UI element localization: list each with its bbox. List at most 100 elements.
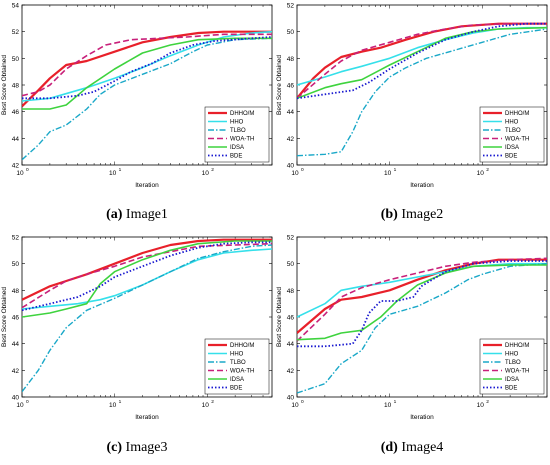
legend-label: DHHO/M — [505, 343, 529, 349]
series-group — [297, 257, 547, 394]
caption-b-letter: (b) — [380, 207, 398, 222]
y-tick-label: 42 — [12, 163, 20, 170]
series-line-idsa — [22, 240, 272, 318]
y-tick-label: 50 — [287, 29, 295, 36]
legend-label: WOA-TH — [505, 137, 529, 143]
x-tick-label: 10 — [291, 170, 299, 177]
legend-label: BDE — [230, 386, 242, 392]
x-tick-label: 10 — [384, 170, 392, 177]
y-tick-label: 48 — [287, 288, 295, 295]
series-line-bde — [297, 260, 547, 348]
caption-d-text: Image4 — [401, 440, 444, 455]
legend-label: HHO — [505, 352, 519, 358]
y-axis-label: Best Score Obtained — [1, 55, 8, 115]
caption-a-letter: (a) — [106, 207, 123, 222]
y-tick-label: 50 — [12, 261, 20, 268]
legend-label: IDSA — [505, 377, 519, 383]
legend-label: IDSA — [505, 145, 519, 151]
y-tick-label: 40 — [287, 395, 295, 402]
series-line-hho — [297, 26, 547, 86]
series-line-bde — [297, 22, 547, 100]
series-line-idsa — [297, 26, 547, 100]
x-tick-label: 10 — [291, 402, 299, 409]
y-tick-label: 50 — [287, 261, 295, 268]
series-group — [22, 238, 272, 393]
y-tick-label: 52 — [287, 3, 295, 10]
x-tick-label-exponent: 0 — [301, 399, 304, 405]
series-line-dhho-m — [297, 22, 547, 99]
legend-label: BDE — [505, 154, 517, 160]
y-tick-label: 48 — [12, 288, 20, 295]
legend-label: BDE — [505, 386, 517, 392]
legend-label: TLBO — [505, 128, 521, 134]
series-line-tlbo — [22, 244, 272, 393]
y-tick-label: 44 — [287, 109, 295, 116]
y-tick-label: 42 — [12, 368, 20, 375]
series-line-tlbo — [22, 37, 272, 161]
x-tick-label-exponent: 1 — [119, 399, 122, 405]
x-tick-label-exponent: 1 — [394, 167, 397, 173]
x-tick-label-exponent: 2 — [486, 167, 489, 173]
y-tick-label: 48 — [12, 83, 20, 90]
y-tick-label: 44 — [12, 136, 20, 143]
caption-d: (d) Image4 — [292, 440, 532, 456]
y-axis-label: Best Score Obtained — [276, 55, 283, 115]
y-tick-label: 48 — [287, 56, 295, 63]
series-line-hho — [22, 30, 272, 102]
x-tick-label-exponent: 0 — [26, 167, 29, 173]
x-axis-label: Iteration — [410, 414, 434, 421]
y-axis-label: Best Score Obtained — [276, 287, 283, 347]
series-group — [22, 30, 272, 161]
legend-label: DHHO/M — [505, 111, 529, 117]
legend-box — [479, 338, 545, 395]
series-line-idsa — [22, 37, 272, 110]
y-tick-label: 46 — [287, 315, 295, 322]
y-tick-label: 42 — [287, 368, 295, 375]
series-line-tlbo — [297, 28, 547, 157]
legend-label: DHHO/M — [230, 111, 254, 117]
caption-d-letter: (d) — [380, 440, 398, 455]
y-tick-label: 50 — [12, 56, 20, 63]
y-tick-label: 46 — [287, 83, 295, 90]
x-axis-label: Iteration — [135, 414, 159, 421]
legend-label: WOA-TH — [230, 369, 254, 375]
legend: DHHO/M HHO TLBO WOA-TH IDSA BDE — [204, 338, 270, 395]
series-line-dhho-m — [22, 238, 272, 301]
y-tick-label: 42 — [287, 136, 295, 143]
legend-label: IDSA — [230, 377, 244, 383]
legend-label: HHO — [230, 352, 244, 358]
legend-box — [204, 338, 270, 395]
legend-label: WOA-TH — [505, 369, 529, 375]
x-tick-label: 10 — [202, 170, 210, 177]
caption-a-text: Image1 — [125, 207, 168, 222]
y-axis-label: Best Score Obtained — [1, 287, 8, 347]
x-tick-label: 10 — [477, 170, 485, 177]
series-line-tlbo — [297, 263, 547, 394]
x-tick-label-exponent: 0 — [26, 399, 29, 405]
x-tick-label-exponent: 2 — [486, 399, 489, 405]
legend-label: TLBO — [505, 360, 521, 366]
y-tick-label: 54 — [12, 3, 20, 10]
y-tick-label: 52 — [12, 29, 20, 36]
y-tick-label: 40 — [287, 163, 295, 170]
y-tick-label: 52 — [12, 235, 20, 242]
legend-label: WOA-TH — [230, 137, 254, 143]
x-tick-label-exponent: 1 — [119, 167, 122, 173]
legend-label: HHO — [505, 120, 519, 126]
caption-c-text: Image3 — [125, 440, 168, 455]
legend-label: BDE — [230, 154, 242, 160]
y-tick-label: 44 — [12, 341, 20, 348]
x-axis-label: Iteration — [135, 182, 159, 189]
x-tick-label-exponent: 2 — [211, 399, 214, 405]
legend-label: TLBO — [230, 360, 246, 366]
legend: DHHO/M HHO TLBO WOA-TH IDSA BDE — [204, 106, 270, 163]
x-tick-label: 10 — [109, 402, 117, 409]
caption-c-letter: (c) — [106, 440, 123, 455]
legend-label: DHHO/M — [230, 343, 254, 349]
series-line-bde — [22, 36, 272, 100]
series-line-dhho-m — [22, 30, 272, 108]
